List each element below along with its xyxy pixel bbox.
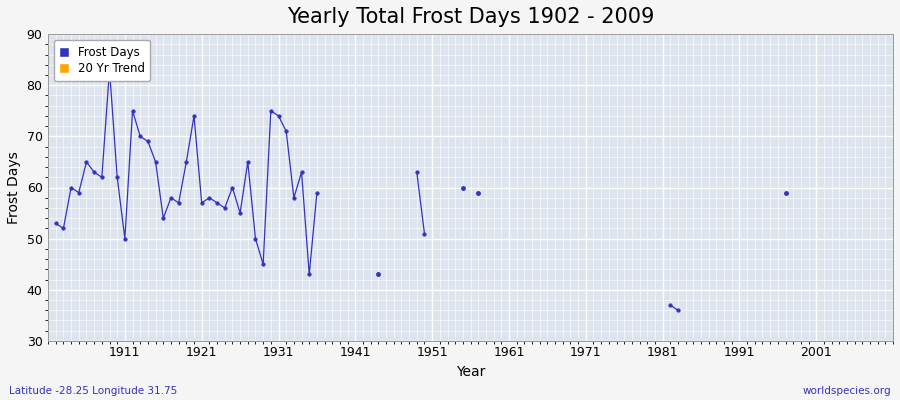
Text: worldspecies.org: worldspecies.org — [803, 386, 891, 396]
X-axis label: Year: Year — [456, 365, 485, 379]
Title: Yearly Total Frost Days 1902 - 2009: Yearly Total Frost Days 1902 - 2009 — [287, 7, 654, 27]
Legend: Frost Days, 20 Yr Trend: Frost Days, 20 Yr Trend — [54, 40, 150, 81]
Text: Latitude -28.25 Longitude 31.75: Latitude -28.25 Longitude 31.75 — [9, 386, 177, 396]
Y-axis label: Frost Days: Frost Days — [7, 151, 21, 224]
